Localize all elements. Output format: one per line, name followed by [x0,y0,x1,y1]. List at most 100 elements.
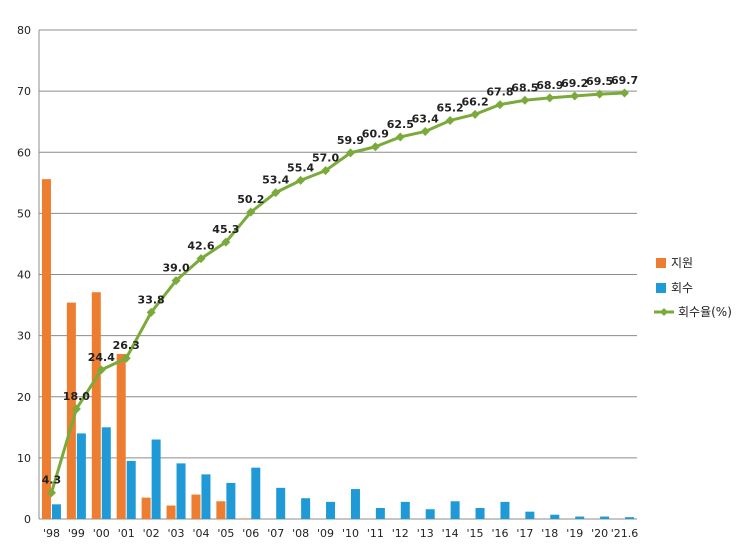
bar-support [66,302,76,519]
bar-recovery [101,427,111,519]
bar-recovery [500,501,510,519]
recovery-rate-data-label: 63.4 [412,112,439,125]
x-tick-label: '18 [541,527,558,540]
recovery-rate-point [345,148,355,158]
x-tick-label: '04 [192,527,209,540]
y-tick-label: 10 [17,452,31,465]
y-tick-label: 40 [17,269,31,282]
recovery-rate-data-label: 50.2 [237,193,264,206]
recovery-rate-data-label: 4.3 [42,474,62,487]
x-tick-label: '98 [43,527,60,540]
recovery-rate-data-label: 69.2 [561,77,588,90]
y-tick-label: 60 [17,146,31,159]
x-tick-label: '16 [491,527,508,540]
recovery-rate-point [246,207,256,217]
bar-recovery [625,517,635,519]
x-tick-label: '20 [591,527,608,540]
bar-recovery [251,467,261,519]
recovery-rate-data-label: 18.0 [63,390,90,403]
recovery-rate-data-label: 39.0 [162,262,189,275]
x-tick-label: '07 [267,527,284,540]
recovery-rate-point [296,175,306,185]
recovery-rate-point [271,188,281,198]
bar-recovery [425,509,435,519]
bar-recovery [400,501,410,519]
x-tick-label: '10 [342,527,359,540]
recovery-rate-point [545,93,555,103]
x-tick-label: '09 [317,527,334,540]
recovery-rate-data-label: 53.4 [262,174,289,187]
legend-label: 회수율(%) [678,305,732,319]
bar-recovery [600,516,610,519]
y-tick-label: 30 [17,330,31,343]
y-tick-label: 50 [17,207,31,220]
x-tick-label: '06 [242,527,259,540]
recovery-rate-point [520,95,530,105]
bar-recovery [51,504,61,519]
recovery-rate-point [470,109,480,119]
recovery-rate-point [620,88,630,98]
x-tick-label: '19 [566,527,583,540]
recovery-rate-data-label: 69.5 [586,75,613,88]
bar-recovery [350,489,360,519]
x-tick-label: '13 [417,527,434,540]
recovery-rate-data-label: 66.2 [461,95,488,108]
recovery-rate-data-label: 59.9 [337,134,364,147]
y-tick-label: 70 [17,85,31,98]
recovery-rate-point [370,142,380,152]
recovery-rate-data-label: 69.7 [611,74,638,87]
recovery-rate-point [71,404,81,414]
legend-swatch [656,258,666,268]
bar-recovery [201,474,211,519]
recovery-rate-data-label: 68.9 [536,79,563,92]
legend-swatch [656,283,666,293]
recovery-rate-data-label: 62.5 [387,118,414,131]
x-tick-label: '14 [442,527,459,540]
bar-recovery [550,514,560,519]
recovery-rate-data-label: 33.8 [138,293,165,306]
bar-support [191,494,201,519]
bar-recovery [226,482,236,519]
recovery-rate-point [570,91,580,101]
recovery-rate-point [146,307,156,317]
recovery-rate-point [96,365,106,375]
bar-recovery [525,511,535,519]
bar-support [216,501,226,519]
x-tick-label: '05 [217,527,234,540]
recovery-rate-line [50,91,625,494]
x-tick-label: '08 [292,527,309,540]
recovery-rate-point [121,353,131,363]
x-tick-label: '99 [68,527,85,540]
x-tick-label: '15 [467,527,484,540]
recovery-rate-point [321,166,331,176]
bar-recovery [375,507,385,519]
x-tick-label: '12 [392,527,409,540]
x-tick-label: '11 [367,527,384,540]
recovery-rate-data-label: 55.4 [287,161,314,174]
x-tick-label: '21.6 [611,527,639,540]
x-tick-label: '01 [118,527,135,540]
bar-recovery [326,501,336,519]
recovery-rate-data-label: 42.6 [187,240,214,253]
bar-recovery [176,463,186,519]
recovery-rate-point [196,254,206,264]
x-tick-label: '02 [143,527,160,540]
recovery-rate-data-label: 68.5 [511,81,538,94]
recovery-rate-data-label: 45.3 [212,223,239,236]
recovery-rate-point [46,488,56,498]
recovery-rate-point [495,100,505,110]
bar-recovery [450,501,460,519]
recovery-rate-data-label: 60.9 [362,128,389,141]
bar-support [141,497,151,519]
legend-label: 회수 [671,281,693,295]
recovery-rate-point [221,237,231,247]
recovery-rate-data-label: 57.0 [312,152,339,165]
bar-support [166,505,176,519]
legend-label: 지원 [671,256,693,270]
bar-support [41,179,51,519]
bar-support [91,292,101,519]
bar-recovery [126,460,136,519]
bar-recovery [276,487,286,519]
